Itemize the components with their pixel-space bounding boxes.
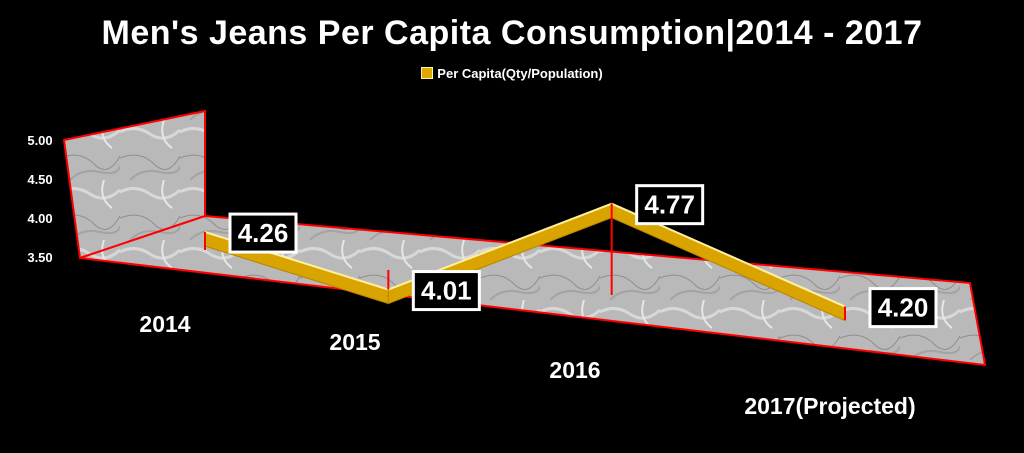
legend-swatch <box>421 67 434 79</box>
chart-title: Men's Jeans Per Capita Consumption|2014 … <box>101 14 923 52</box>
x-tick-label: 2014 <box>139 311 190 337</box>
data-label: 4.01 <box>421 276 472 306</box>
y-tick-label: 4.00 <box>27 211 52 226</box>
x-tick-label: 2017(Projected) <box>744 393 915 419</box>
x-tick-label: 2016 <box>549 357 600 383</box>
data-label: 4.26 <box>238 218 289 248</box>
legend: Per Capita(Qty/Population) <box>0 66 1024 81</box>
data-label: 4.20 <box>878 293 929 323</box>
data-label-box <box>635 184 705 226</box>
data-label-box <box>868 287 938 329</box>
y-tick-label: 3.50 <box>27 250 52 265</box>
data-label: 4.77 <box>644 190 695 220</box>
data-label-box <box>228 212 298 254</box>
chart-floor <box>79 214 987 367</box>
y-tick-label: 4.50 <box>27 172 52 187</box>
legend-label: Per Capita(Qty/Population) <box>437 66 603 81</box>
x-tick-label: 2015 <box>329 329 380 355</box>
data-label-box <box>411 270 481 312</box>
y-tick-label: 5.00 <box>27 133 52 148</box>
